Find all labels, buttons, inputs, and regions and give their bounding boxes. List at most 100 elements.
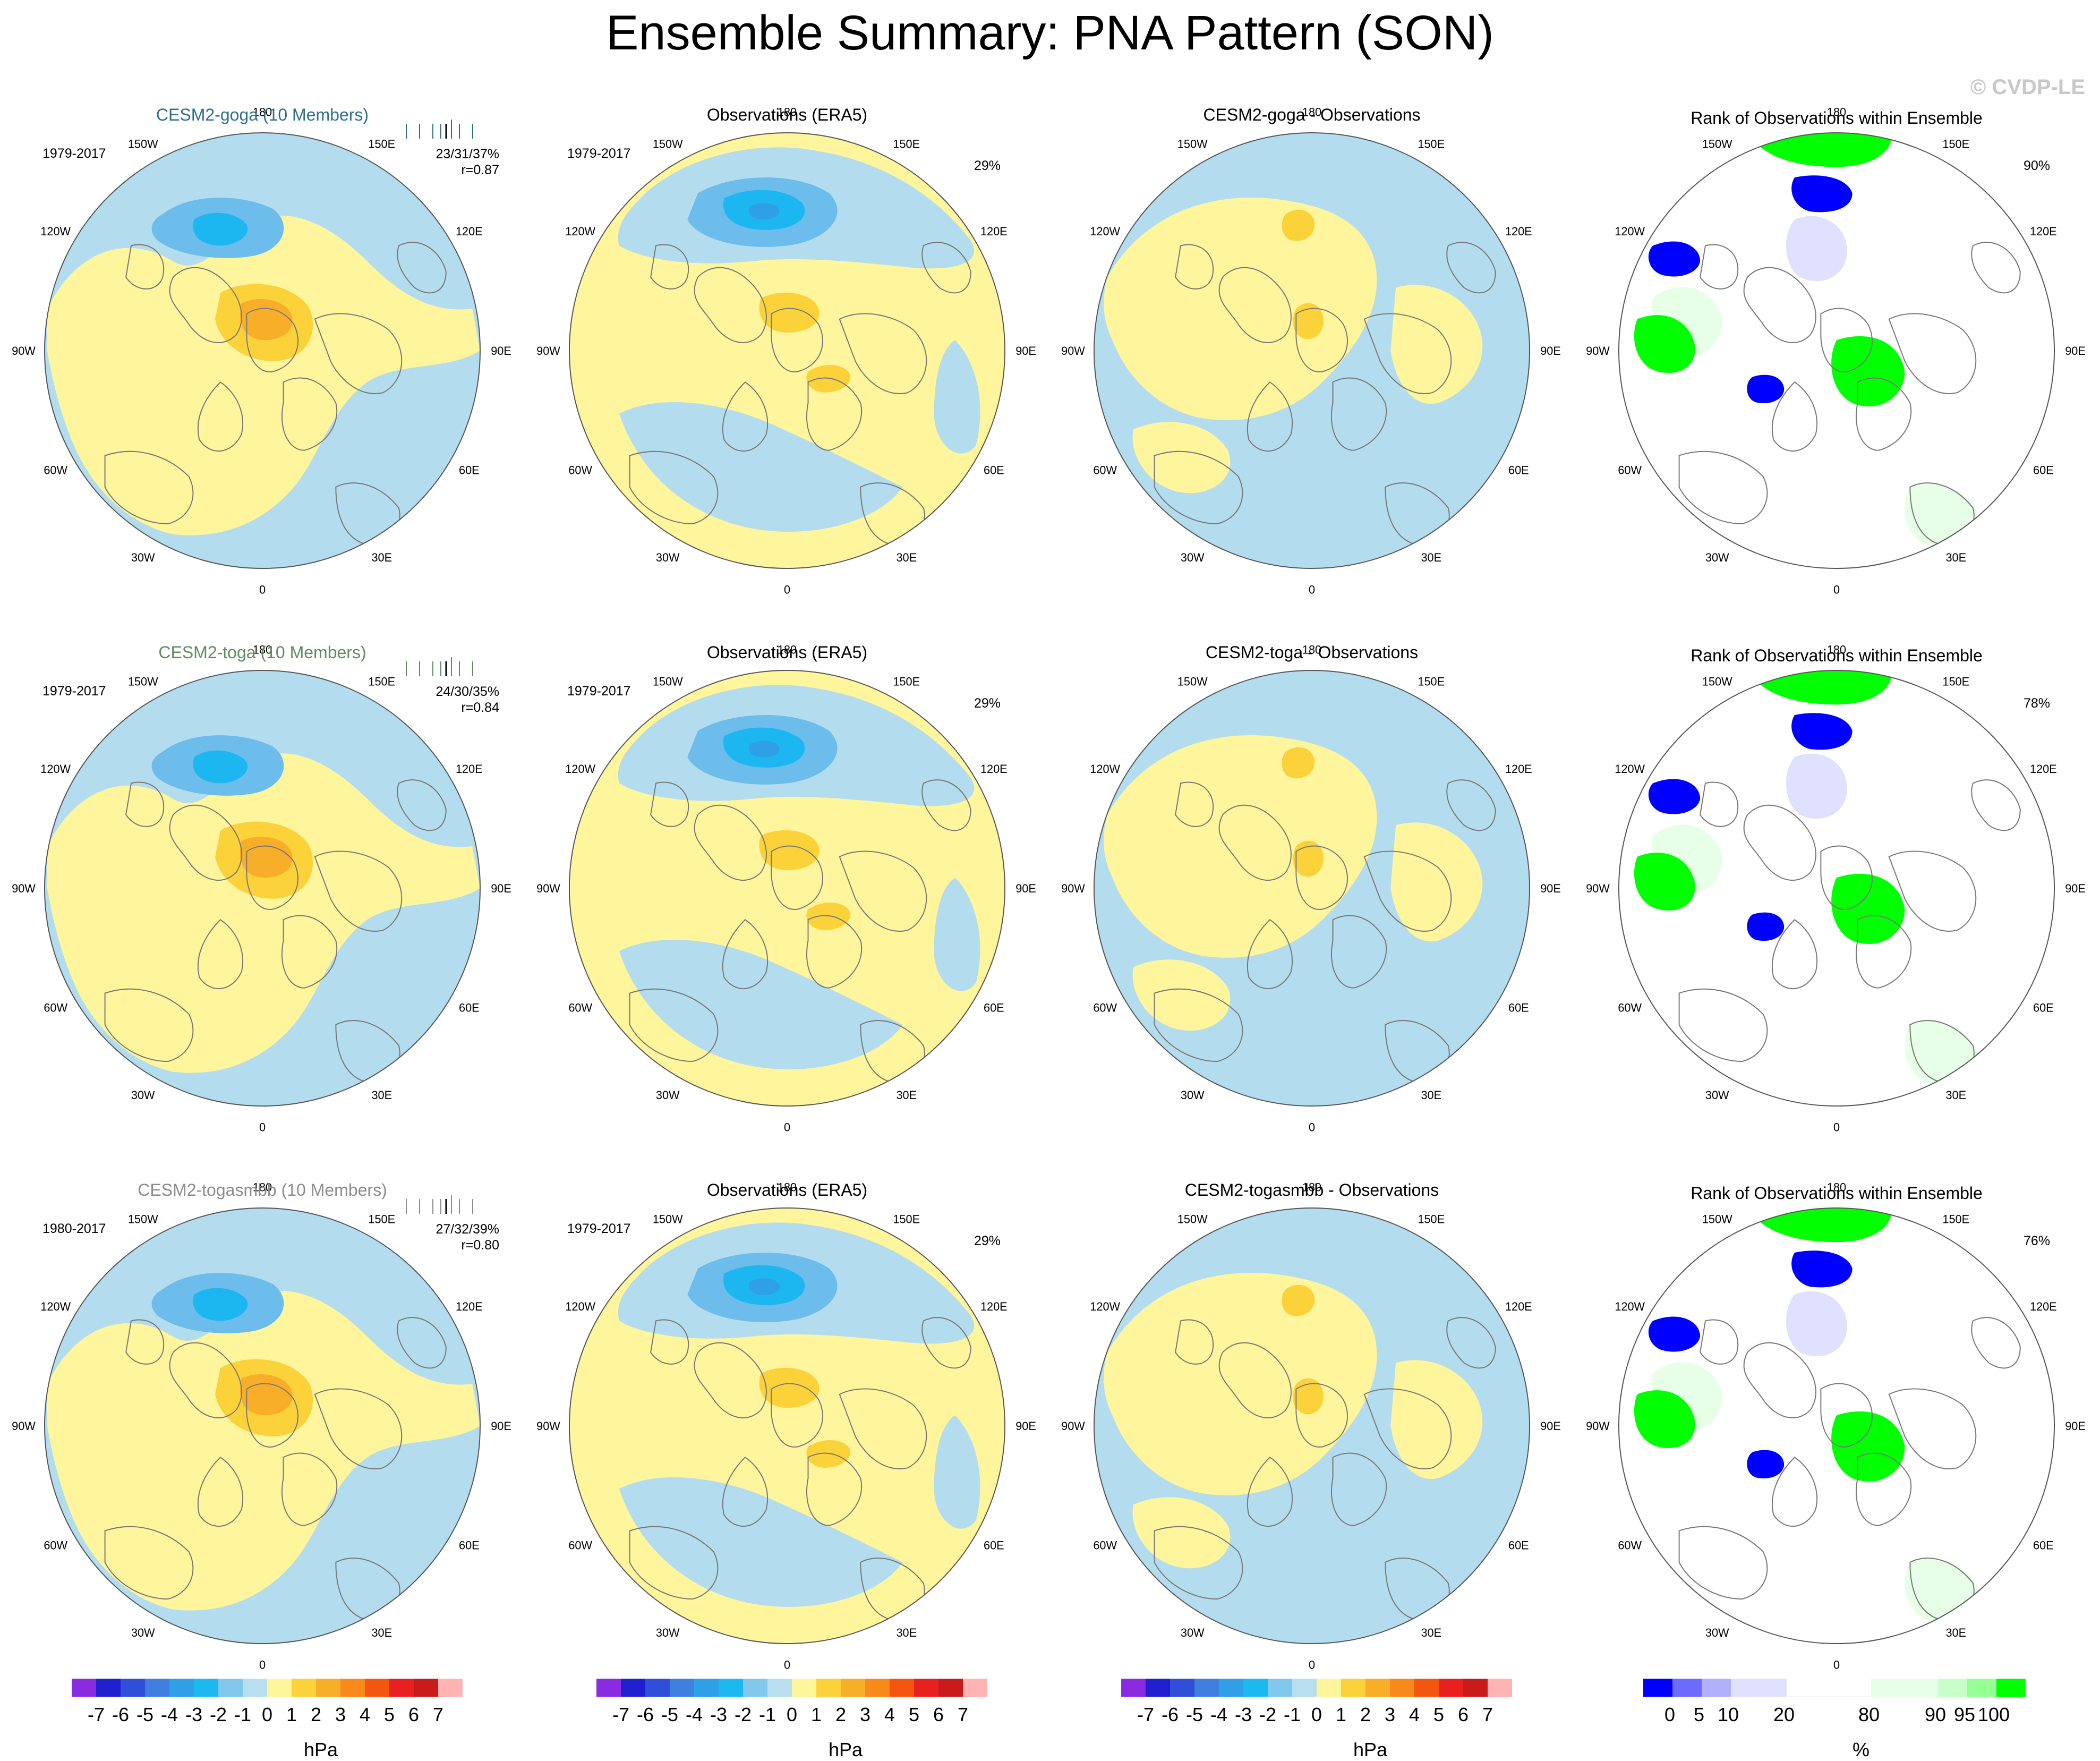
lon-label: 120E [456, 762, 483, 776]
lon-label: 30W [1181, 1626, 1205, 1639]
lon-label: 180 [1827, 1180, 1846, 1194]
colorbar-swatch [865, 1679, 890, 1697]
lon-label: 0 [259, 583, 266, 596]
colorbar-swatch [1439, 1679, 1463, 1697]
panel-obs-row2: 180 150E 120E 90E 60E 30E 0 30W 60W 90W 120W 150W Ob… [525, 623, 1049, 1160]
lon-label: 120E [2030, 762, 2057, 776]
obs-title: Observations (ERA5) [706, 643, 868, 662]
diff-map: 180 150E 120E 90E 60E 30E 0 30W 60W 90W 120W 150W [1061, 105, 1561, 596]
lon-label: 150E [1418, 1213, 1445, 1226]
lon-label: 60W [44, 1001, 67, 1015]
panel-rank-row3: 180 150E 120E 90E 60E 30E 0 30W 60W 90W 120W 150W Ra… [1574, 1160, 2099, 1698]
lon-label: 150W [653, 138, 683, 151]
colorbar-swatch [1194, 1679, 1219, 1697]
obs-pattern-region [934, 1415, 980, 1529]
colorbar-label: -4 [161, 1704, 178, 1725]
lon-label: 90E [1540, 344, 1561, 358]
colorbar-label: 2 [1360, 1704, 1371, 1725]
colorbar-label: 2 [311, 1704, 321, 1725]
rank-pattern-region [1648, 241, 1701, 277]
colorbar-swatch [121, 1679, 145, 1697]
colorbar-swatch [596, 1679, 621, 1697]
lon-label: 60E [2033, 1539, 2054, 1552]
map-boundary [1618, 669, 2055, 1107]
member-tickmarks [406, 1195, 473, 1214]
lon-label: 0 [259, 1120, 266, 1134]
panel-diff-row2: 180 150E 120E 90E 60E 30E 0 30W 60W 90W 120W 150W CE… [1049, 623, 1574, 1160]
colorbar-label: 7 [1482, 1704, 1493, 1725]
lon-label: 90E [1015, 882, 1036, 895]
lon-label: 60E [2033, 1001, 2054, 1015]
colorbar-swatch [1146, 1679, 1170, 1697]
lon-label: 0 [1833, 1120, 1840, 1134]
colorbar-swatch [218, 1679, 243, 1697]
lon-label: 0 [784, 1120, 790, 1134]
lon-label: 150W [128, 138, 158, 151]
lon-label: 120W [40, 762, 71, 776]
colorbar-swatch [1996, 1679, 2026, 1697]
lon-label: 90W [1586, 344, 1610, 358]
colorbar-swatch [1702, 1679, 1731, 1697]
rank-pattern-region [1786, 216, 1847, 282]
lon-label: 180 [1302, 105, 1321, 118]
lon-label: 30E [371, 1626, 392, 1639]
colorbar-label: 1 [811, 1704, 822, 1725]
colorbar-label: 5 [1433, 1704, 1444, 1725]
colorbar-label: 2 [835, 1704, 846, 1725]
lon-label: 90W [12, 882, 36, 895]
lon-label: 90E [1015, 1419, 1036, 1433]
lon-label: 60W [568, 464, 592, 477]
obs-pattern-region [934, 340, 980, 454]
map-boundary [568, 132, 1006, 569]
colorbar-swatch [438, 1679, 463, 1697]
colorbar-label: 5 [384, 1704, 395, 1725]
lon-label: 90W [1586, 882, 1610, 895]
colorbar-rank-bar: 0 5 10 20 80 90 95 100 [1643, 1678, 2026, 1725]
panel-obs-row1: 180 150E 120E 90E 60E 30E 0 30W 60W 90W 120W 150W Ob… [525, 85, 1049, 623]
model-pattern-region [240, 299, 293, 341]
diff-title: CESM2-goga - Observations [1203, 105, 1421, 124]
lon-label: 180 [1827, 643, 1846, 656]
panel-rank-row1: 180 150E 120E 90E 60E 30E 0 30W 60W 90W 120W 150W Ra… [1574, 85, 2099, 623]
lon-label: 90E [2065, 1419, 2086, 1433]
lon-label: 90E [491, 344, 511, 358]
colorbar-rank-unit: % [1852, 1739, 1869, 1760]
rank-pattern-region [1831, 1411, 1905, 1482]
lon-label: 150W [1177, 138, 1208, 151]
lon-label: 60W [568, 1539, 592, 1552]
rank-pattern-region [1831, 873, 1905, 944]
stats-correlation: r=0.87 [461, 163, 499, 177]
lon-label: 150W [653, 675, 683, 688]
lon-label: 30E [371, 551, 392, 564]
watermark: © CVDP-LE [1970, 75, 2085, 99]
colorbar-hpa-2-unit: hPa [828, 1739, 863, 1760]
colorbar-swatch [792, 1679, 816, 1697]
lon-label: 90E [2065, 882, 2086, 895]
lon-label: 120E [980, 1300, 1008, 1313]
diff-pattern-region [1390, 822, 1483, 942]
obs-title: Observations (ERA5) [706, 105, 868, 124]
period-label: 1979-2017 [42, 146, 106, 161]
diff-pattern-region [1282, 1284, 1315, 1316]
rank-pattern-region [1747, 375, 1785, 404]
member-tickmarks [406, 657, 473, 676]
lon-label: 30E [1421, 551, 1441, 564]
lon-label: 90E [1540, 1419, 1561, 1433]
map-boundary [44, 1207, 481, 1645]
lon-label: 60E [984, 1539, 1004, 1552]
diff-pattern-region [1293, 1378, 1324, 1415]
colorbar-swatch [914, 1679, 938, 1697]
rank-pattern-region [1786, 1291, 1847, 1357]
colorbar-label: -4 [1210, 1704, 1227, 1725]
lon-label: 60E [984, 1001, 1004, 1015]
colorbar-swatch [963, 1679, 987, 1697]
stats-percentiles: 24/30/35% [436, 684, 499, 699]
colorbar-label: -3 [185, 1704, 202, 1725]
colorbar-label: 10 [1718, 1704, 1739, 1725]
colorbar-swatch [414, 1679, 438, 1697]
colorbar-label: 95 [1954, 1704, 1975, 1725]
lon-label: 150E [1942, 675, 1969, 688]
colorbar-label: 7 [958, 1704, 968, 1725]
period-label: 1979-2017 [567, 684, 631, 699]
diff-map: 180 150E 120E 90E 60E 30E 0 30W 60W 90W 120W 150W [1061, 1180, 1561, 1671]
